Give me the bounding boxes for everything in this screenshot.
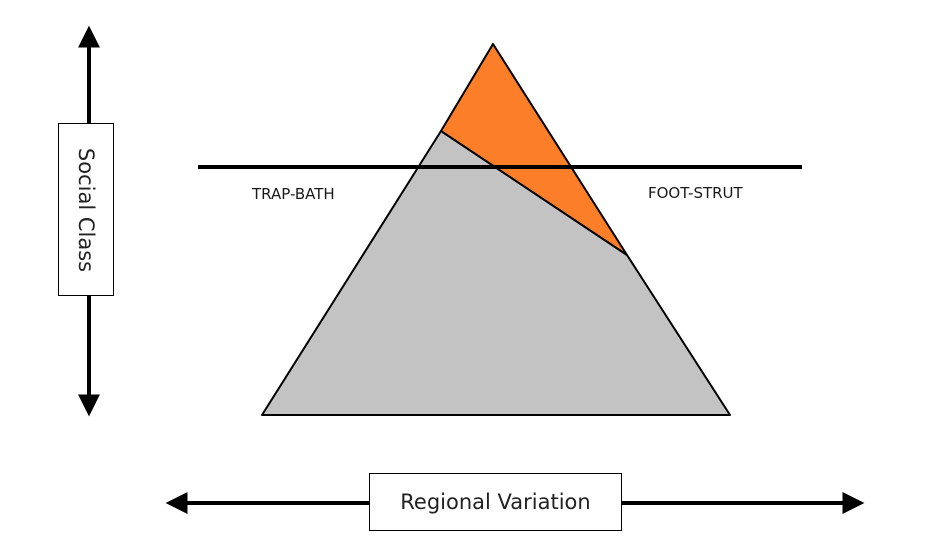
social-class-label-box: Social Class [58,123,114,296]
triangle-lower-region [261,130,731,416]
trap-bath-label: TRAP-BATH [252,185,335,203]
regional-variation-label: Regional Variation [369,473,622,531]
triangle-top-region [440,43,628,256]
social-class-label: Social Class [74,147,98,272]
foot-strut-label: FOOT-STRUT [648,184,743,202]
